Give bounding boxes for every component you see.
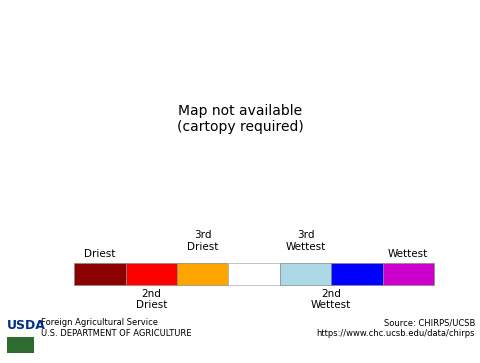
- Bar: [383, 262, 434, 285]
- Bar: [280, 262, 331, 285]
- Bar: [126, 262, 177, 285]
- Bar: [331, 262, 383, 285]
- Text: Source: CHIRPS/UCSB
https://www.chc.ucsb.edu/data/chirps: Source: CHIRPS/UCSB https://www.chc.ucsb…: [317, 318, 475, 338]
- Bar: [7, 337, 34, 353]
- Text: 2nd
Driest: 2nd Driest: [136, 289, 167, 310]
- Text: Foreign Agricultural Service
U.S. DEPARTMENT OF AGRICULTURE: Foreign Agricultural Service U.S. DEPART…: [41, 318, 192, 338]
- Text: 2nd
Wettest: 2nd Wettest: [311, 289, 351, 310]
- Text: Wettest: Wettest: [388, 249, 428, 259]
- Bar: [74, 262, 126, 285]
- Text: 3rd
Driest: 3rd Driest: [187, 230, 218, 252]
- Bar: [177, 262, 228, 285]
- Bar: [228, 262, 280, 285]
- Text: USDA: USDA: [7, 319, 46, 333]
- Text: Driest: Driest: [84, 249, 116, 259]
- Text: 3rd
Wettest: 3rd Wettest: [286, 230, 325, 252]
- Text: Map not available
(cartopy required): Map not available (cartopy required): [177, 104, 303, 134]
